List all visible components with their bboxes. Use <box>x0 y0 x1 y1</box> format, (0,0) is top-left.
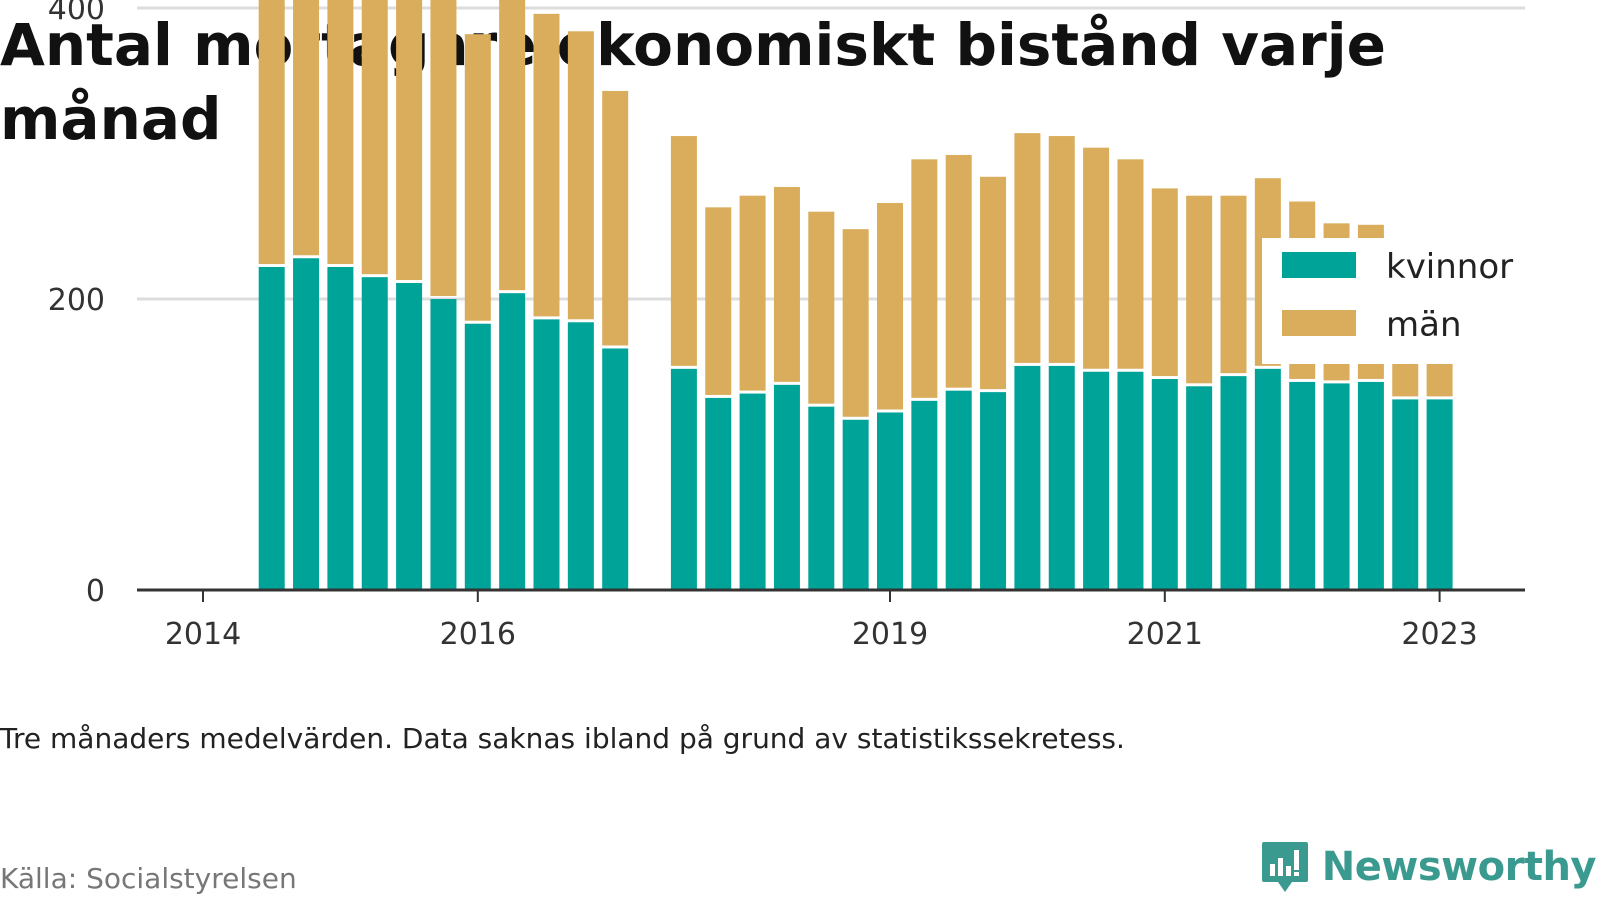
x-tick-label: 2016 <box>440 617 516 652</box>
bar-kvinnor-14 <box>773 384 800 590</box>
bar-kvinnor-29 <box>1289 381 1316 590</box>
x-tick-label: 2019 <box>852 617 928 652</box>
bar-kvinnor-7 <box>499 293 526 590</box>
bar-kvinnor-15 <box>808 406 835 590</box>
bar-man-19 <box>945 154 972 388</box>
legend-swatch-man <box>1282 310 1356 336</box>
legend-label-man: män <box>1386 305 1462 345</box>
bars <box>258 0 1453 590</box>
bar-kvinnor-2 <box>327 266 354 590</box>
bar-man-20 <box>980 176 1007 390</box>
bar-kvinnor-26 <box>1186 386 1213 590</box>
legend-label-kvinnor: kvinnor <box>1386 247 1513 287</box>
bar-kvinnor-13 <box>739 393 766 590</box>
bar-kvinnor-6 <box>464 323 491 590</box>
bar-man-16 <box>842 229 869 417</box>
bar-kvinnor-19 <box>945 390 972 590</box>
bar-man-0 <box>258 0 285 264</box>
bar-kvinnor-1 <box>293 258 320 590</box>
chart-title: Antal mottagare ekonomiskt bistånd varje… <box>0 11 1386 153</box>
bar-kvinnor-10 <box>602 348 629 590</box>
bar-man-14 <box>773 186 800 382</box>
bar-man-2 <box>327 0 354 264</box>
bar-man-11 <box>670 136 697 366</box>
bar-man-24 <box>1117 159 1144 369</box>
bar-kvinnor-11 <box>670 368 697 590</box>
x-tick-label: 2021 <box>1127 617 1203 652</box>
bar-kvinnor-0 <box>258 266 285 590</box>
bar-kvinnor-24 <box>1117 371 1144 590</box>
bar-man-21 <box>1014 133 1041 363</box>
bar-kvinnor-9 <box>567 322 594 590</box>
bar-kvinnor-23 <box>1083 371 1110 590</box>
bar-man-26 <box>1186 195 1213 384</box>
bar-man-25 <box>1151 188 1178 377</box>
bar-kvinnor-22 <box>1048 365 1075 590</box>
bar-kvinnor-33 <box>1426 399 1453 590</box>
bar-man-4 <box>396 0 423 280</box>
bar-man-23 <box>1083 147 1110 369</box>
bar-kvinnor-32 <box>1392 399 1419 590</box>
x-tick-label: 2023 <box>1401 617 1477 652</box>
bar-kvinnor-5 <box>430 299 457 590</box>
bar-kvinnor-4 <box>396 282 423 590</box>
bar-kvinnor-31 <box>1357 381 1384 590</box>
y-tick-label: 400 <box>48 0 105 27</box>
bar-man-3 <box>361 0 388 275</box>
bar-man-6 <box>464 34 491 321</box>
bar-man-7 <box>499 0 526 291</box>
bar-kvinnor-25 <box>1151 379 1178 590</box>
bar-man-22 <box>1048 136 1075 363</box>
chart-note: Tre månaders medelvärden. Data saknas ib… <box>0 722 1125 755</box>
legend-swatch-kvinnor <box>1282 252 1356 278</box>
brand-name: Newsworthy <box>1321 844 1597 890</box>
bar-man-8 <box>533 13 560 317</box>
newsworthy-icon <box>1261 842 1308 892</box>
bar-kvinnor-12 <box>705 397 732 590</box>
bar-kvinnor-18 <box>911 400 938 590</box>
bar-kvinnor-8 <box>533 319 560 590</box>
bar-man-18 <box>911 159 938 398</box>
bar-man-27 <box>1220 195 1247 374</box>
y-tick-label: 0 <box>86 574 105 609</box>
legend: kvinnor män <box>1262 238 1542 364</box>
bar-kvinnor-17 <box>877 412 903 590</box>
bar-man-13 <box>739 195 766 391</box>
bar-man-1 <box>293 0 320 256</box>
axes: 0 200 400 2014 2016 2019 2021 2023 <box>48 0 1525 652</box>
bar-man-10 <box>602 90 629 346</box>
bar-man-15 <box>808 211 835 404</box>
bar-man-5 <box>430 0 457 296</box>
brand-logo: Newsworthy <box>1260 842 1597 892</box>
bar-kvinnor-27 <box>1220 376 1247 590</box>
bar-man-9 <box>567 31 594 320</box>
bar-man-12 <box>705 207 732 395</box>
bar-kvinnor-30 <box>1323 383 1350 590</box>
source-label: Källa: Socialstyrelsen <box>0 862 297 895</box>
bar-kvinnor-20 <box>980 392 1007 590</box>
bar-kvinnor-16 <box>842 419 869 590</box>
bar-kvinnor-3 <box>361 277 388 590</box>
y-tick-label: 200 <box>48 283 105 318</box>
x-tick-label: 2014 <box>165 617 241 652</box>
bar-man-17 <box>877 202 903 410</box>
bar-kvinnor-28 <box>1254 368 1281 590</box>
bar-kvinnor-21 <box>1014 365 1041 590</box>
